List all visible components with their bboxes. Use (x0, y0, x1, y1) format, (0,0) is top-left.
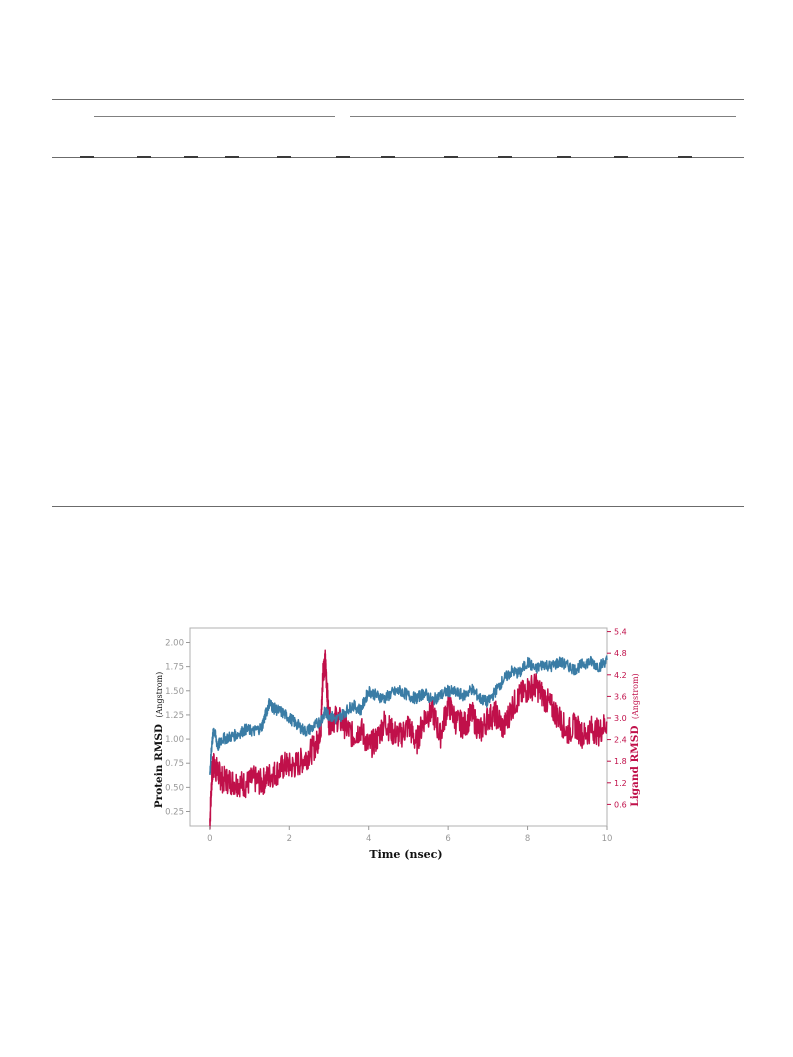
x-tick-label: 2 (287, 834, 292, 844)
rmsd-chart: 0 2 4 6 8 10 0.25 0.50 0.75 1.00 1.25 1.50 1.75 2.00 0… (140, 620, 660, 870)
y-axis-left-title: Protein RMSD (153, 724, 165, 808)
table-group-rule-left (94, 116, 335, 117)
table-column-mark (80, 156, 94, 158)
table-header-rule (52, 157, 744, 158)
x-tick-label: 8 (525, 834, 530, 844)
y-right-tick-label: 1.8 (614, 757, 627, 766)
y-left-tick-label: 0.50 (165, 783, 184, 793)
y-right-tick-label: 1.2 (614, 779, 627, 788)
table-column-mark (444, 156, 458, 158)
x-tick-label: 10 (602, 834, 613, 844)
table-column-mark (498, 156, 512, 158)
table-group-rule-right (350, 116, 736, 117)
x-tick-label: 4 (366, 834, 371, 844)
y-left-tick-label: 1.00 (165, 735, 184, 745)
table-bottom-rule (52, 506, 744, 507)
y-right-tick-label: 0.6 (614, 800, 627, 809)
y-axis-left-label: Protein RMSD (Angstrom) (153, 672, 165, 808)
table-column-mark (678, 156, 692, 158)
y-right-tick-label: 2.4 (614, 736, 627, 745)
y-right-tick-label: 4.2 (614, 671, 627, 680)
table-column-mark (277, 156, 291, 158)
table-column-mark (557, 156, 571, 158)
x-tick-label: 0 (207, 834, 212, 844)
y-right-tick-label: 3.0 (614, 714, 627, 723)
ligand-rmsd-line (209, 649, 608, 830)
y-right-tick-label: 3.6 (614, 692, 627, 701)
table-column-mark (336, 156, 350, 158)
table-column-mark (225, 156, 239, 158)
table-column-mark (137, 156, 151, 158)
y-axis-right-label: Ligand RMSD (Angstrom) (629, 673, 641, 806)
y-axis-left-unit: (Angstrom) (155, 672, 164, 718)
table-column-mark (184, 156, 198, 158)
y-left-tick-label: 2.00 (165, 638, 184, 648)
y-right-tick-label: 5.4 (614, 628, 627, 637)
y-left-tick-label: 1.25 (165, 711, 184, 721)
y-left-tick-label: 0.25 (165, 808, 184, 818)
y-left-tick-label: 1.50 (165, 687, 184, 697)
table-top-rule (52, 99, 744, 100)
x-axis-label: Time (nsec) (369, 848, 442, 861)
x-tick-label: 6 (445, 834, 450, 844)
y-left-tick-label: 0.75 (165, 759, 184, 769)
y-axis-right-unit: (Angstrom) (631, 673, 640, 719)
protein-rmsd-line (209, 655, 608, 776)
y-left-tick-label: 1.75 (165, 663, 184, 673)
y-axis-right-title: Ligand RMSD (629, 726, 641, 807)
table-column-mark (381, 156, 395, 158)
rmsd-chart-svg: 0 2 4 6 8 10 0.25 0.50 0.75 1.00 1.25 1.50 1.75 2.00 0… (153, 627, 641, 861)
table-column-mark (614, 156, 628, 158)
y-right-tick-label: 4.8 (614, 649, 627, 658)
